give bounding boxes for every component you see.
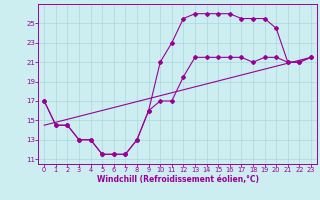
X-axis label: Windchill (Refroidissement éolien,°C): Windchill (Refroidissement éolien,°C) (97, 175, 259, 184)
